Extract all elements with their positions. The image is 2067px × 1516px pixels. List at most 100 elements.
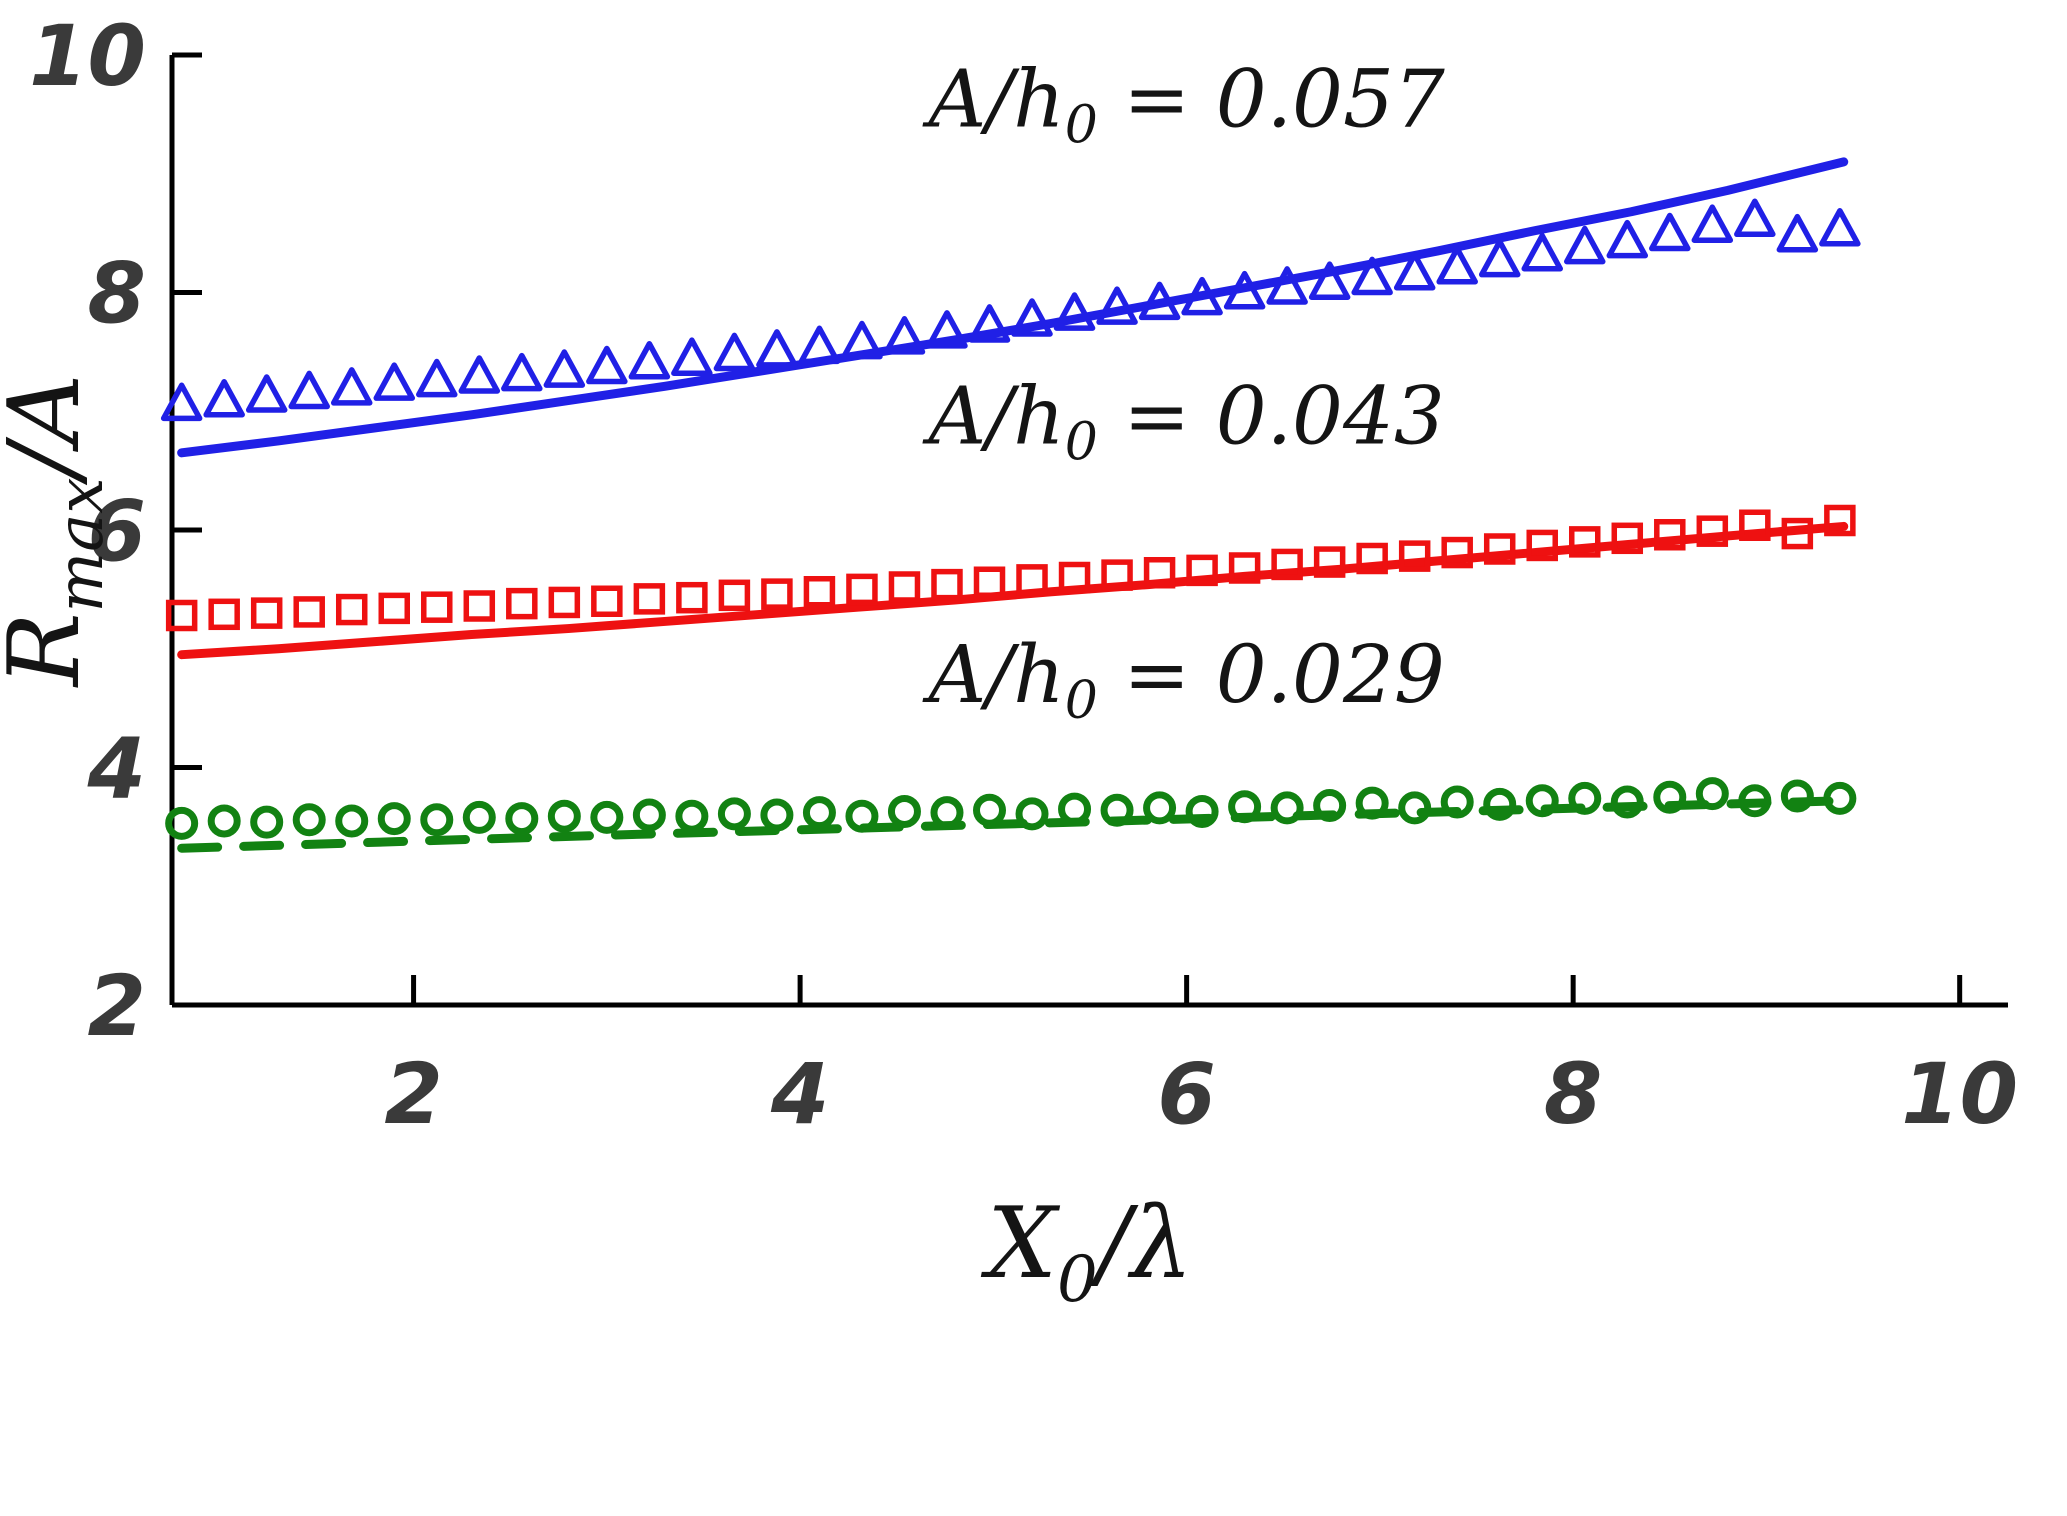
- square-marker: [165, 599, 198, 632]
- series-line-model-0029: [177, 796, 1849, 853]
- circle-marker: [1525, 784, 1559, 818]
- square-marker: [803, 576, 836, 608]
- square-marker: [293, 596, 325, 628]
- square-marker: [1356, 542, 1388, 575]
- circle-marker: [1653, 780, 1687, 814]
- square-marker: [973, 566, 1006, 598]
- square-marker: [1569, 526, 1601, 558]
- triangle-marker: [1691, 204, 1734, 243]
- circle-marker: [973, 793, 1007, 827]
- triangle-marker: [1564, 225, 1606, 265]
- y-tick-label: 6: [88, 482, 146, 580]
- square-marker: [1483, 533, 1516, 565]
- square-marker: [1101, 559, 1133, 591]
- circle-marker: [1185, 794, 1219, 828]
- circle-marker: [1100, 793, 1134, 827]
- square-marker: [208, 598, 240, 631]
- square-marker: [378, 592, 411, 625]
- circle-marker: [1483, 787, 1517, 821]
- y-tick-label: 2: [88, 957, 146, 1055]
- triangle-marker: [543, 349, 586, 388]
- circle-marker: [1780, 779, 1814, 813]
- circle-marker: [632, 798, 666, 832]
- triangle-marker: [1436, 246, 1478, 285]
- triangle-marker: [586, 345, 628, 385]
- triangle-marker: [245, 374, 288, 413]
- circle-marker: [335, 804, 369, 838]
- triangle-marker: [1308, 261, 1351, 300]
- triangle-marker: [628, 341, 671, 380]
- triangle-marker: [1393, 251, 1436, 291]
- circle-marker: [1398, 791, 1432, 825]
- circle-marker: [1015, 797, 1049, 831]
- square-marker: [1228, 552, 1261, 584]
- square-marker: [421, 591, 453, 623]
- triangle-marker: [1266, 266, 1308, 305]
- circle-marker: [165, 806, 199, 840]
- square-marker: [1824, 504, 1856, 537]
- triangle-marker: [1776, 213, 1819, 253]
- triangle-marker: [501, 352, 543, 392]
- square-marker: [1611, 522, 1644, 555]
- circle-marker: [1058, 792, 1092, 826]
- circle-marker: [547, 799, 581, 833]
- square-marker: [591, 585, 623, 617]
- triangle-marker: [968, 304, 1011, 343]
- triangle-marker: [288, 370, 330, 410]
- square-marker: [888, 571, 921, 603]
- square-marker: [718, 579, 751, 612]
- square-marker: [1271, 548, 1303, 581]
- circle-marker: [1313, 789, 1347, 822]
- square-marker: [1186, 554, 1218, 587]
- circle-marker: [1440, 785, 1474, 819]
- x-tick-label: 6: [1157, 1045, 1215, 1143]
- circle-marker: [1270, 791, 1304, 825]
- circle-marker: [1823, 781, 1857, 815]
- y-axis-label: Rmax/A: [0, 374, 118, 689]
- circle-marker: [1568, 781, 1602, 815]
- circle-marker: [845, 799, 879, 833]
- square-marker: [931, 568, 963, 601]
- circle-marker: [887, 794, 921, 828]
- y-tick-label: 4: [87, 720, 146, 818]
- square-marker: [1781, 517, 1814, 550]
- square-marker: [1739, 509, 1771, 541]
- circle-marker: [1143, 791, 1177, 825]
- triangle-marker: [1478, 238, 1521, 278]
- square-marker: [335, 593, 368, 626]
- triangle-marker: [1138, 281, 1181, 321]
- x-tick-label: 8: [1544, 1045, 1602, 1143]
- square-marker: [1441, 536, 1473, 569]
- y-tick-label: 10: [29, 7, 146, 105]
- circle-marker: [590, 800, 624, 834]
- circle-marker: [462, 800, 496, 834]
- circle-marker: [250, 805, 284, 839]
- triangle-marker: [671, 337, 713, 376]
- triangle-marker: [1649, 212, 1691, 252]
- triangle-marker: [160, 382, 203, 422]
- square-marker: [1313, 546, 1346, 578]
- square-marker: [1526, 529, 1558, 562]
- circle-marker: [760, 798, 794, 832]
- circle-marker: [1738, 784, 1772, 818]
- triangle-marker: [841, 320, 883, 360]
- circle-marker: [1228, 790, 1262, 824]
- triangle-marker: [926, 310, 968, 349]
- series-markers-data-0043: [165, 504, 1856, 632]
- circle-marker: [292, 803, 326, 837]
- triangle-marker: [416, 358, 458, 398]
- x-tick-label: 2: [384, 1045, 442, 1143]
- square-marker: [1143, 557, 1176, 589]
- series-markers-data-0029: [165, 777, 1857, 840]
- triangle-marker: [1053, 292, 1096, 331]
- triangle-marker: [330, 367, 373, 406]
- triangle-marker: [1734, 198, 1776, 237]
- triangle-marker: [203, 379, 245, 418]
- circle-marker: [717, 797, 751, 831]
- triangle-marker: [1223, 270, 1266, 310]
- y-tick-label: 8: [88, 245, 146, 343]
- circle-marker: [1355, 786, 1389, 820]
